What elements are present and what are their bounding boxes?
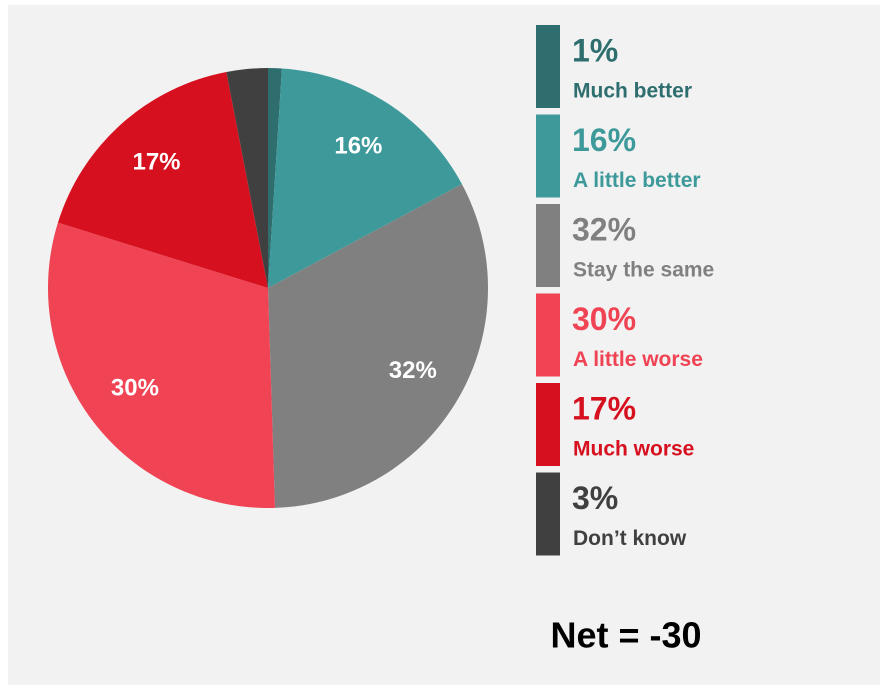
legend-value: 17% <box>572 390 636 426</box>
legend-swatch <box>536 383 560 466</box>
legend-label: Much better <box>573 80 692 103</box>
slice-label: 17% <box>132 149 180 176</box>
legend-label: A little worse <box>573 348 703 371</box>
legend-value: 16% <box>572 122 636 158</box>
legend-label: A little better <box>573 169 701 192</box>
legend-swatch <box>536 25 560 108</box>
pie-slice <box>226 68 268 288</box>
pie-slice <box>268 184 489 508</box>
slice-label: 16% <box>334 133 382 160</box>
legend-value: 1% <box>572 32 618 68</box>
legend-label: Don’t know <box>573 527 687 550</box>
legend-swatch <box>536 114 560 198</box>
slice-label: 32% <box>389 357 437 384</box>
pie-slice <box>268 68 462 288</box>
legend-swatch <box>536 472 560 556</box>
legend-label: Much worse <box>573 438 694 461</box>
legend-swatch <box>536 293 560 377</box>
pie-slice <box>48 222 275 509</box>
slice-label: 30% <box>111 375 159 402</box>
legend-value: 3% <box>572 480 618 516</box>
pie-slice <box>268 68 282 288</box>
legend-value: 30% <box>572 301 636 337</box>
legend-label: Stay the same <box>573 259 714 282</box>
legend-value: 32% <box>572 211 636 247</box>
pie-slice <box>57 71 268 289</box>
legend-swatch <box>536 204 560 287</box>
net-annotation: Net = -30 <box>550 615 701 656</box>
